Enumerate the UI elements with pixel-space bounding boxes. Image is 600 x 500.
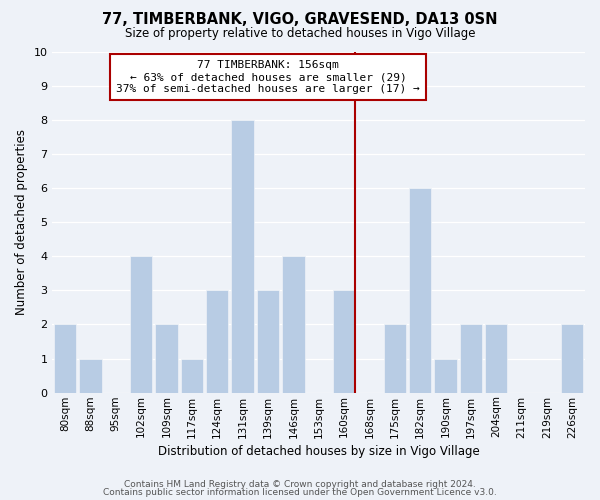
Bar	[155, 324, 178, 392]
Bar	[54, 324, 76, 392]
Text: 77 TIMBERBANK: 156sqm
← 63% of detached houses are smaller (29)
37% of semi-deta: 77 TIMBERBANK: 156sqm ← 63% of detached …	[116, 60, 420, 94]
Text: Contains public sector information licensed under the Open Government Licence v3: Contains public sector information licen…	[103, 488, 497, 497]
Bar	[232, 120, 254, 392]
Bar	[485, 324, 508, 392]
Bar	[409, 188, 431, 392]
Bar	[561, 324, 583, 392]
Bar	[79, 358, 101, 392]
X-axis label: Distribution of detached houses by size in Vigo Village: Distribution of detached houses by size …	[158, 444, 479, 458]
Bar	[383, 324, 406, 392]
Bar	[206, 290, 229, 392]
Bar	[282, 256, 305, 392]
Bar	[181, 358, 203, 392]
Text: Size of property relative to detached houses in Vigo Village: Size of property relative to detached ho…	[125, 28, 475, 40]
Text: 77, TIMBERBANK, VIGO, GRAVESEND, DA13 0SN: 77, TIMBERBANK, VIGO, GRAVESEND, DA13 0S…	[102, 12, 498, 28]
Y-axis label: Number of detached properties: Number of detached properties	[15, 129, 28, 315]
Bar	[333, 290, 355, 392]
Bar	[434, 358, 457, 392]
Bar	[460, 324, 482, 392]
Text: Contains HM Land Registry data © Crown copyright and database right 2024.: Contains HM Land Registry data © Crown c…	[124, 480, 476, 489]
Bar	[257, 290, 279, 392]
Bar	[130, 256, 152, 392]
